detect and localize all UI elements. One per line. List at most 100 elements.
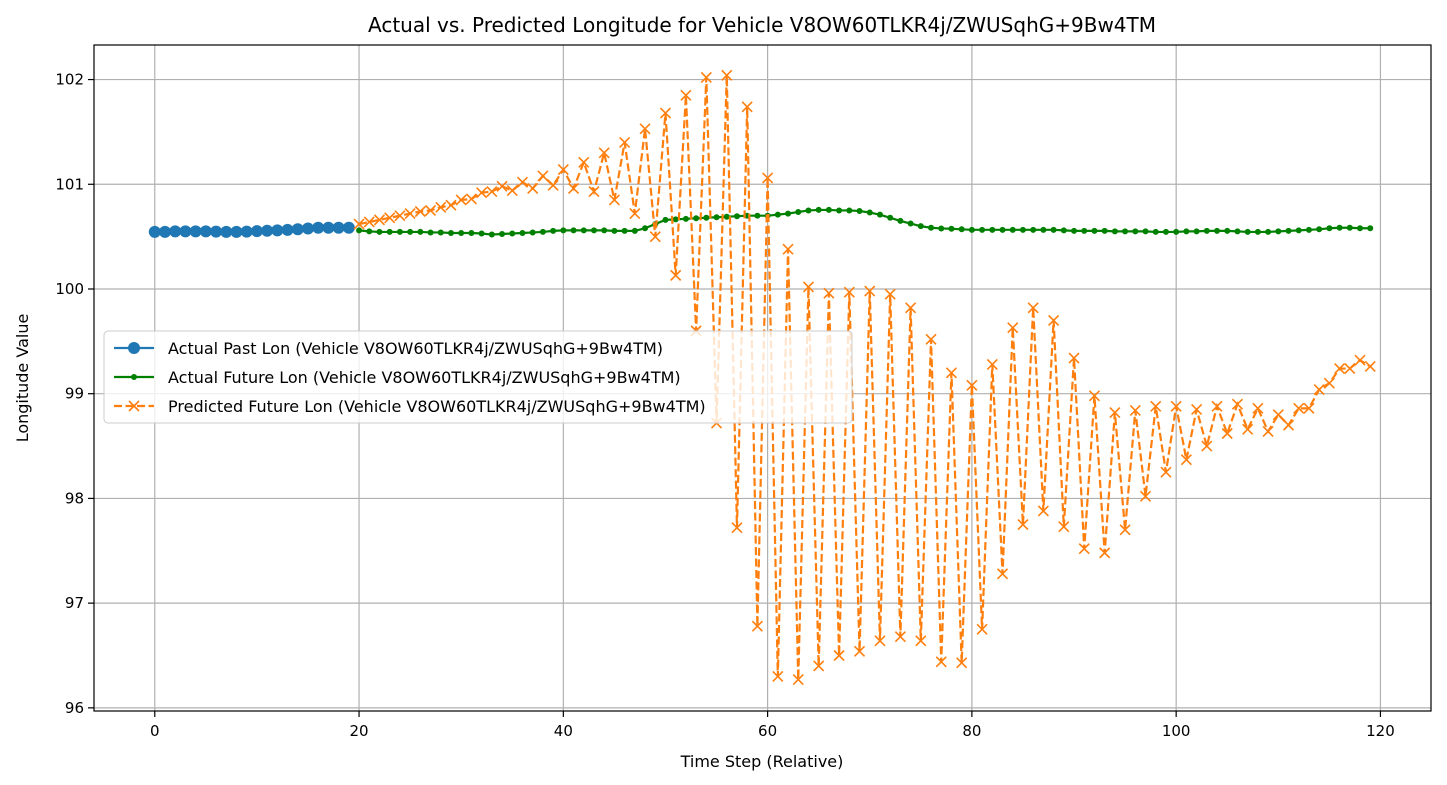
legend: Actual Past Lon (Vehicle V8OW60TLKR4j/ZW… bbox=[103, 330, 853, 424]
y-axis-label: Longitude Value bbox=[13, 314, 32, 443]
data-point bbox=[999, 226, 1006, 233]
y-tick-label: 101 bbox=[55, 175, 84, 193]
data-point bbox=[322, 221, 335, 234]
data-point bbox=[1099, 547, 1111, 559]
data-point bbox=[570, 227, 577, 234]
data-point bbox=[1305, 226, 1312, 233]
legend-marker bbox=[131, 374, 137, 380]
data-point bbox=[557, 164, 569, 176]
data-point bbox=[1231, 398, 1244, 410]
plot-frame bbox=[93, 44, 1432, 712]
data-point bbox=[353, 218, 365, 230]
data-point bbox=[404, 208, 416, 220]
data-point bbox=[1048, 314, 1060, 326]
data-point bbox=[907, 220, 914, 227]
data-point bbox=[721, 69, 733, 81]
data-point bbox=[682, 215, 689, 222]
data-point bbox=[1060, 227, 1067, 234]
data-point bbox=[1027, 302, 1039, 314]
data-point bbox=[1295, 227, 1302, 234]
x-tick-label: 60 bbox=[758, 722, 777, 740]
data-point bbox=[537, 170, 549, 182]
data-point bbox=[427, 229, 434, 236]
data-point bbox=[210, 225, 223, 238]
data-point bbox=[1068, 352, 1080, 364]
data-point bbox=[1007, 322, 1019, 334]
legend-label: Actual Past Lon (Vehicle V8OW60TLKR4j/ZW… bbox=[168, 339, 663, 358]
data-point bbox=[1282, 419, 1295, 431]
data-point bbox=[478, 230, 485, 237]
data-point bbox=[915, 635, 927, 647]
data-point bbox=[1334, 363, 1346, 375]
data-point bbox=[601, 227, 608, 234]
y-tick-label: 98 bbox=[65, 489, 84, 507]
data-point bbox=[220, 225, 233, 238]
data-point bbox=[1160, 466, 1172, 478]
data-point bbox=[271, 224, 284, 237]
data-point bbox=[230, 225, 243, 238]
data-point bbox=[938, 225, 945, 232]
data-point bbox=[250, 225, 263, 238]
data-point bbox=[1122, 228, 1129, 235]
data-point bbox=[527, 182, 539, 195]
x-tick-label: 40 bbox=[554, 722, 573, 740]
data-point bbox=[424, 204, 437, 217]
data-point bbox=[639, 123, 651, 135]
data-point bbox=[529, 229, 536, 236]
data-point bbox=[989, 226, 996, 233]
data-point bbox=[866, 209, 873, 216]
y-tick-label: 100 bbox=[55, 280, 84, 298]
data-point bbox=[629, 208, 641, 220]
data-point bbox=[853, 645, 866, 657]
data-point bbox=[785, 210, 792, 217]
data-point bbox=[996, 568, 1009, 580]
data-point bbox=[291, 223, 304, 236]
data-point bbox=[843, 286, 855, 298]
data-point bbox=[680, 89, 692, 101]
data-point bbox=[580, 227, 587, 234]
data-point bbox=[856, 207, 863, 214]
data-point bbox=[948, 225, 955, 232]
data-point bbox=[590, 227, 597, 234]
data-point bbox=[979, 226, 986, 233]
data-point bbox=[864, 285, 876, 297]
legend-marker bbox=[128, 400, 140, 412]
data-point bbox=[713, 214, 720, 221]
data-point bbox=[1078, 543, 1090, 555]
data-point bbox=[782, 243, 794, 255]
data-point bbox=[1180, 454, 1192, 466]
x-axis-label: Time Step (Relative) bbox=[680, 752, 844, 771]
data-point bbox=[1162, 228, 1169, 235]
legend-entry: Actual Past Lon (Vehicle V8OW60TLKR4j/ZW… bbox=[114, 339, 663, 358]
legend-box bbox=[103, 330, 853, 424]
data-point bbox=[928, 224, 935, 231]
y-tick-label: 97 bbox=[65, 594, 84, 612]
data-point bbox=[363, 216, 375, 228]
data-point bbox=[754, 212, 761, 219]
series-2 bbox=[353, 69, 1376, 686]
data-point bbox=[733, 213, 740, 220]
data-point bbox=[445, 199, 457, 211]
data-point bbox=[1214, 227, 1221, 234]
data-point bbox=[366, 228, 373, 235]
data-point bbox=[373, 214, 386, 226]
data-point bbox=[649, 231, 661, 243]
data-point bbox=[1285, 227, 1292, 234]
data-point bbox=[199, 225, 212, 238]
data-point bbox=[874, 635, 886, 647]
data-point bbox=[905, 302, 917, 314]
legend-label: Predicted Future Lon (Vehicle V8OW60TLKR… bbox=[168, 397, 706, 416]
y-tick-label: 102 bbox=[55, 71, 84, 89]
data-point bbox=[731, 522, 743, 534]
data-point bbox=[1293, 402, 1305, 414]
axis-ticks: 0 20 40 60 80 100 120 96 97 98 99 100 101 102 bbox=[55, 71, 1394, 740]
chart-title: Actual vs. Predicted Longitude for Vehic… bbox=[368, 13, 1156, 37]
y-tick-label: 99 bbox=[65, 385, 84, 403]
data-point bbox=[261, 224, 274, 237]
data-point bbox=[539, 228, 546, 235]
data-point bbox=[1203, 227, 1210, 234]
data-point bbox=[1272, 409, 1284, 421]
series-line bbox=[358, 208, 1371, 236]
data-point bbox=[958, 226, 965, 233]
data-point bbox=[1150, 400, 1162, 412]
